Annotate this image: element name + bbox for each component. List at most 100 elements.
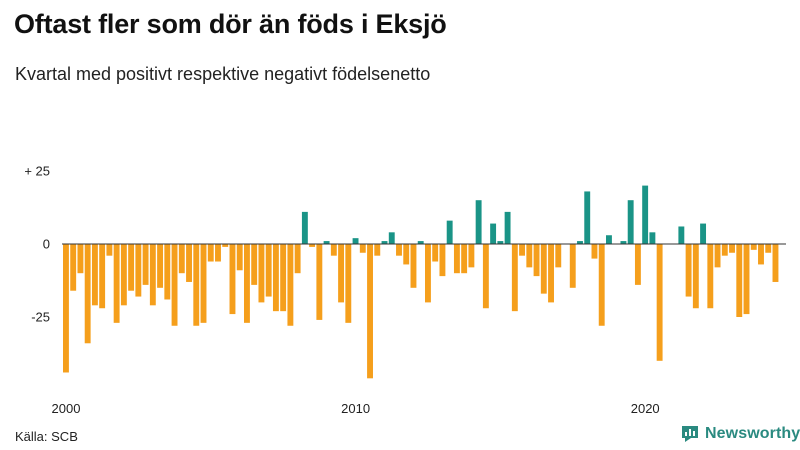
bar xyxy=(309,244,316,247)
bar xyxy=(272,244,279,312)
bar xyxy=(453,244,460,274)
bar xyxy=(490,223,497,244)
bar xyxy=(374,244,381,256)
bar xyxy=(765,244,772,253)
bar xyxy=(157,244,164,288)
bar xyxy=(721,244,728,256)
bar xyxy=(338,244,345,303)
bar xyxy=(497,241,504,244)
bar xyxy=(736,244,743,317)
bar xyxy=(149,244,156,306)
bar xyxy=(345,244,352,323)
x-tick-label: 2010 xyxy=(341,401,370,416)
bar xyxy=(468,244,475,268)
bar xyxy=(265,244,272,297)
bar xyxy=(84,244,91,344)
bar xyxy=(482,244,489,309)
source-label: Källa: SCB xyxy=(15,429,78,444)
bar xyxy=(280,244,287,312)
bar xyxy=(533,244,540,277)
bar xyxy=(200,244,207,323)
bar xyxy=(714,244,721,268)
bar xyxy=(215,244,221,262)
bar xyxy=(555,244,562,268)
bar xyxy=(519,244,526,256)
bar xyxy=(287,244,294,326)
bar xyxy=(178,244,185,274)
bar xyxy=(649,232,656,244)
bar xyxy=(99,244,106,309)
bar xyxy=(569,244,576,288)
bar xyxy=(229,244,236,315)
y-axis: + 25 0 -25 xyxy=(24,164,50,325)
newsworthy-logo-icon xyxy=(682,426,698,442)
bar xyxy=(396,244,402,256)
bar xyxy=(91,244,98,306)
bar xyxy=(403,244,410,265)
bar xyxy=(504,211,511,244)
bar-chart: + 25 0 -25 2000 2010 2020 xyxy=(24,164,786,416)
bar xyxy=(598,244,605,326)
bar xyxy=(128,244,135,291)
bar xyxy=(222,244,229,247)
bar xyxy=(258,244,265,303)
bar xyxy=(548,244,554,303)
x-tick-label: 2000 xyxy=(52,401,81,416)
bar xyxy=(323,241,330,244)
bar xyxy=(577,241,583,244)
bar xyxy=(475,200,482,244)
bar xyxy=(446,220,453,244)
bar xyxy=(432,244,439,262)
bar xyxy=(77,244,84,274)
bar xyxy=(758,244,764,265)
bar xyxy=(700,223,707,244)
bar xyxy=(692,244,699,309)
bar xyxy=(642,185,649,244)
bar xyxy=(685,244,692,297)
bar xyxy=(70,244,77,291)
bar xyxy=(526,244,533,268)
bar xyxy=(591,244,598,259)
bar xyxy=(294,244,301,274)
bar xyxy=(330,244,337,256)
y-tick-label: 0 xyxy=(43,237,50,252)
bar xyxy=(316,244,323,320)
bar xyxy=(729,244,735,253)
brand-name: Newsworthy xyxy=(705,425,800,442)
bar xyxy=(425,244,431,303)
bar xyxy=(772,244,779,282)
newsworthy-logo[interactable]: Newsworthy xyxy=(680,424,800,444)
bar xyxy=(584,191,591,244)
bar xyxy=(207,244,214,262)
bar xyxy=(186,244,192,282)
bar xyxy=(410,244,417,288)
bar xyxy=(634,244,641,285)
bar xyxy=(367,244,373,379)
bar xyxy=(171,244,178,326)
bar xyxy=(113,244,120,323)
bar xyxy=(381,241,388,244)
bar xyxy=(627,200,634,244)
bars-group xyxy=(63,185,779,379)
bar xyxy=(251,244,258,285)
bar xyxy=(244,244,250,323)
bar xyxy=(236,244,243,271)
chart-title: Oftast fler som dör än föds i Eksjö xyxy=(14,9,447,39)
y-tick-label: -25 xyxy=(31,310,50,325)
bar xyxy=(606,235,612,244)
chart-subtitle: Kvartal med positivt respektive negativt… xyxy=(15,64,431,84)
bar xyxy=(461,244,468,274)
bar xyxy=(135,244,142,297)
bar xyxy=(164,244,171,300)
bar xyxy=(511,244,518,312)
x-tick-label: 2020 xyxy=(631,401,660,416)
bar xyxy=(388,232,395,244)
bar xyxy=(63,244,69,373)
bar xyxy=(540,244,547,294)
bar xyxy=(743,244,750,315)
x-axis: 2000 2010 2020 xyxy=(52,401,660,416)
bar xyxy=(301,211,308,244)
bar xyxy=(193,244,200,326)
bar xyxy=(106,244,113,256)
bar xyxy=(750,244,757,250)
